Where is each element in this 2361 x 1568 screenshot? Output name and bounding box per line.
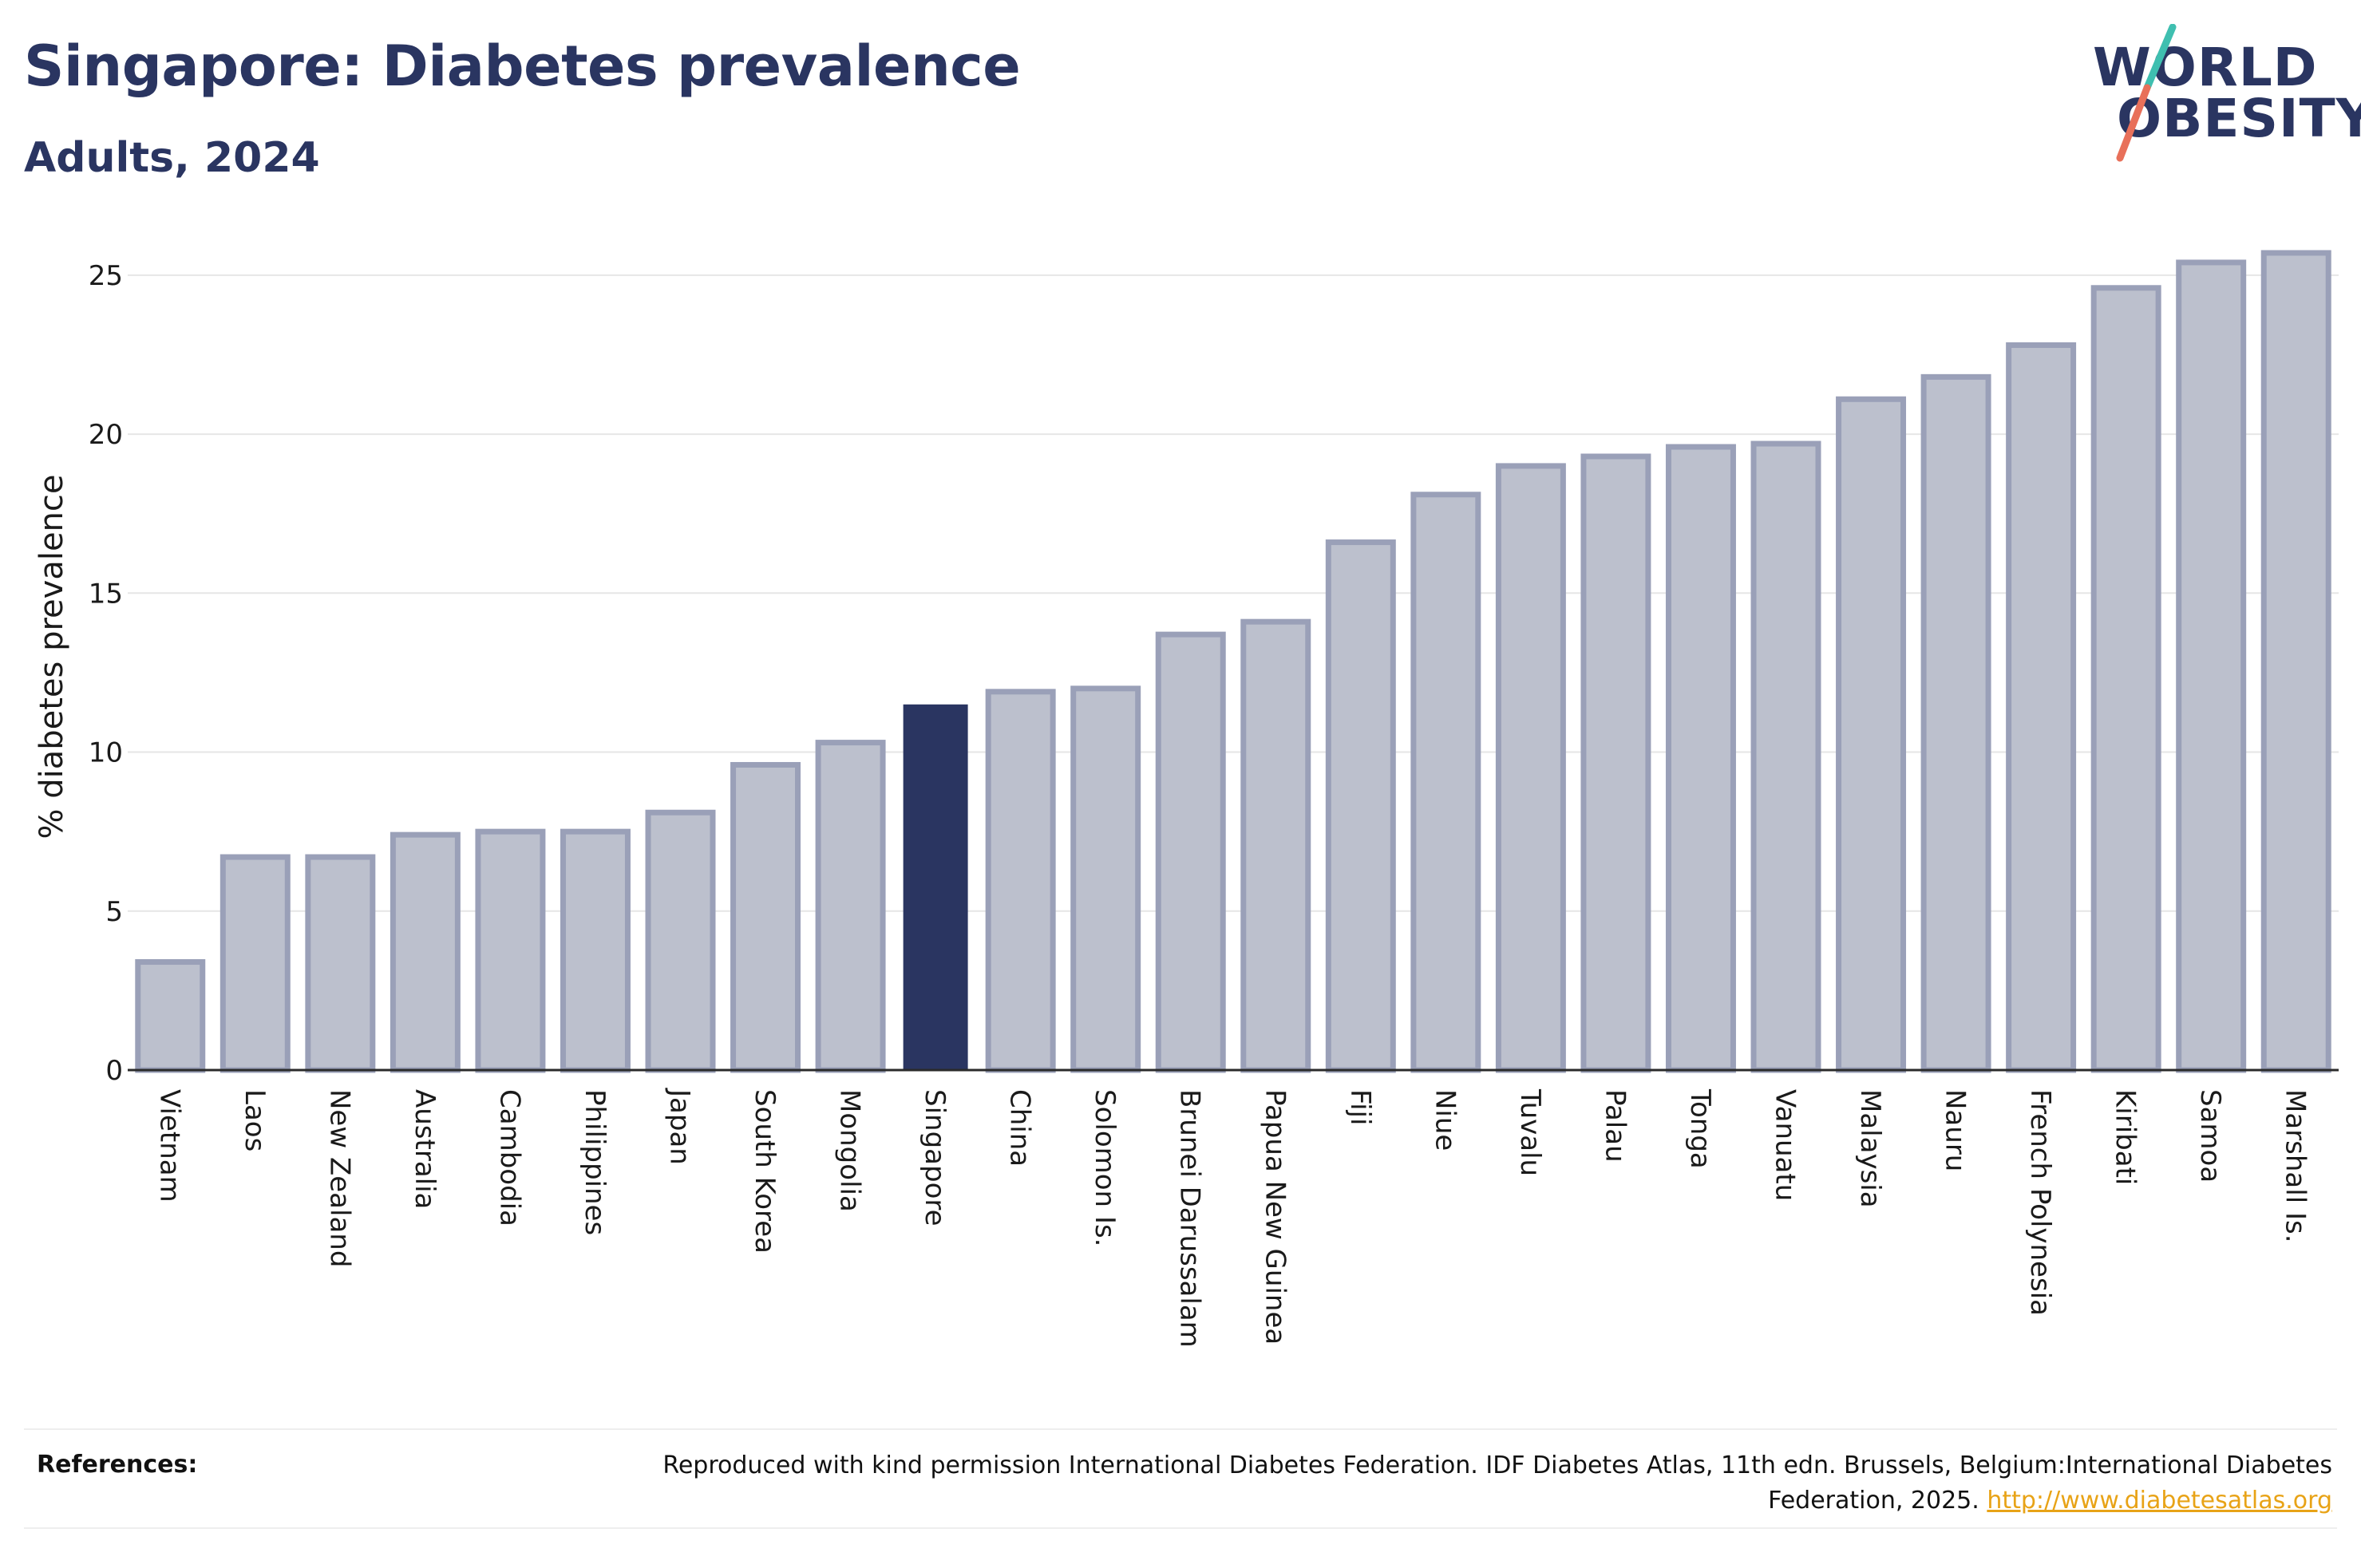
bar-australia xyxy=(390,831,461,1073)
bar-new-zealand xyxy=(305,854,376,1073)
x-tick-label: Tonga xyxy=(1684,1088,1716,1169)
bar-south-korea xyxy=(730,761,801,1073)
x-tick-label: Philippines xyxy=(579,1089,611,1235)
x-tick-label: Brunei Darussalam xyxy=(1174,1089,1206,1348)
x-tick-label: New Zealand xyxy=(323,1089,355,1267)
bar-vietnam xyxy=(135,959,206,1073)
x-tick-label: Mongolia xyxy=(834,1089,866,1212)
logo-text-line1: WORLD xyxy=(2093,37,2318,98)
y-tick-label: 0 xyxy=(105,1055,123,1087)
bar-china xyxy=(985,689,1056,1073)
bar-niue xyxy=(1410,492,1481,1073)
bar-fiji xyxy=(1325,539,1396,1073)
references-text: Reproduced with kind permission Internat… xyxy=(656,1448,2332,1519)
x-tick-label: Singapore xyxy=(919,1089,951,1226)
x-tick-label: Marshall Is. xyxy=(2280,1089,2312,1243)
x-tick-label: Japan xyxy=(664,1088,696,1165)
logo-slash-icon xyxy=(2116,24,2177,162)
y-tick-label: 5 xyxy=(105,896,123,928)
x-tick-label: Papua New Guinea xyxy=(1259,1089,1291,1345)
bar-philippines xyxy=(560,828,631,1073)
x-tick-label: Vanuatu xyxy=(1770,1089,1801,1201)
x-tick-label: Fiji xyxy=(1344,1089,1376,1125)
world-obesity-logo: WORLD OBESITY xyxy=(2075,24,2361,168)
references-body: Reproduced with kind permission Internat… xyxy=(662,1451,2332,1515)
references-link[interactable]: http://www.diabetesatlas.org xyxy=(1987,1487,2332,1515)
footer-divider-top xyxy=(24,1428,2337,1430)
y-tick-label: 10 xyxy=(89,737,123,769)
x-tick-label: Samoa xyxy=(2194,1089,2226,1183)
bar-chart: 0 5 10 15 20 25 Vietnam Laos New Zealand Australi… xyxy=(34,250,2339,1348)
x-tick-label: Vietnam xyxy=(153,1089,185,1203)
x-tick-label: Australia xyxy=(409,1089,441,1209)
x-tick-label: Cambodia xyxy=(493,1089,525,1226)
bar-cambodia xyxy=(475,828,546,1073)
bar-vanuatu xyxy=(1750,440,1821,1073)
bar-brunei-darussalam xyxy=(1155,631,1226,1073)
y-axis-title: % diabetes prevalence xyxy=(34,474,70,839)
references-label: References: xyxy=(37,1451,198,1479)
bar-solomon-is xyxy=(1070,685,1141,1073)
bar-nauru xyxy=(1920,373,1991,1073)
x-tick-label: Laos xyxy=(239,1089,271,1151)
bar-malaysia xyxy=(1836,396,1907,1073)
x-tick-label: Kiribati xyxy=(2110,1089,2142,1185)
y-tick-label: 25 xyxy=(89,260,123,292)
bar-papua-new-guinea xyxy=(1240,618,1311,1073)
chart-subtitle: Adults, 2024 xyxy=(24,134,320,182)
y-tick-label: 20 xyxy=(89,419,123,451)
x-tick-label: French Polynesia xyxy=(2024,1089,2056,1316)
x-tick-label: China xyxy=(1004,1089,1036,1167)
x-tick-label: South Korea xyxy=(749,1089,781,1254)
bar-palau xyxy=(1580,453,1651,1073)
x-tick-label: Tuvalu xyxy=(1514,1088,1546,1176)
bar-marshall-is xyxy=(2260,250,2331,1073)
bar-singapore xyxy=(903,704,968,1070)
x-tick-label: Malaysia xyxy=(1854,1089,1886,1208)
bar-kiribati xyxy=(2090,285,2161,1073)
x-tick-label: Nauru xyxy=(1940,1089,1971,1171)
x-tick-label: Solomon Is. xyxy=(1089,1089,1121,1246)
x-tick-label: Palau xyxy=(1599,1089,1631,1163)
axes: 0 5 10 15 20 25 Vietnam Laos New Zealand Australi… xyxy=(89,260,2339,1348)
chart-title: Singapore: Diabetes prevalence xyxy=(24,34,1021,99)
bar-french-polynesia xyxy=(2006,342,2077,1073)
bar-tonga xyxy=(1665,444,1736,1073)
x-tick-label: Niue xyxy=(1429,1089,1461,1151)
bar-tuvalu xyxy=(1495,463,1566,1073)
bar-laos xyxy=(219,854,291,1073)
bar-japan xyxy=(645,809,716,1073)
y-tick-label: 15 xyxy=(89,578,123,610)
logo-text-line2: OBESITY xyxy=(2117,88,2361,149)
bars xyxy=(135,250,2331,1073)
footer-divider-bottom xyxy=(24,1527,2337,1529)
bar-samoa xyxy=(2176,259,2247,1073)
bar-mongolia xyxy=(815,740,886,1073)
